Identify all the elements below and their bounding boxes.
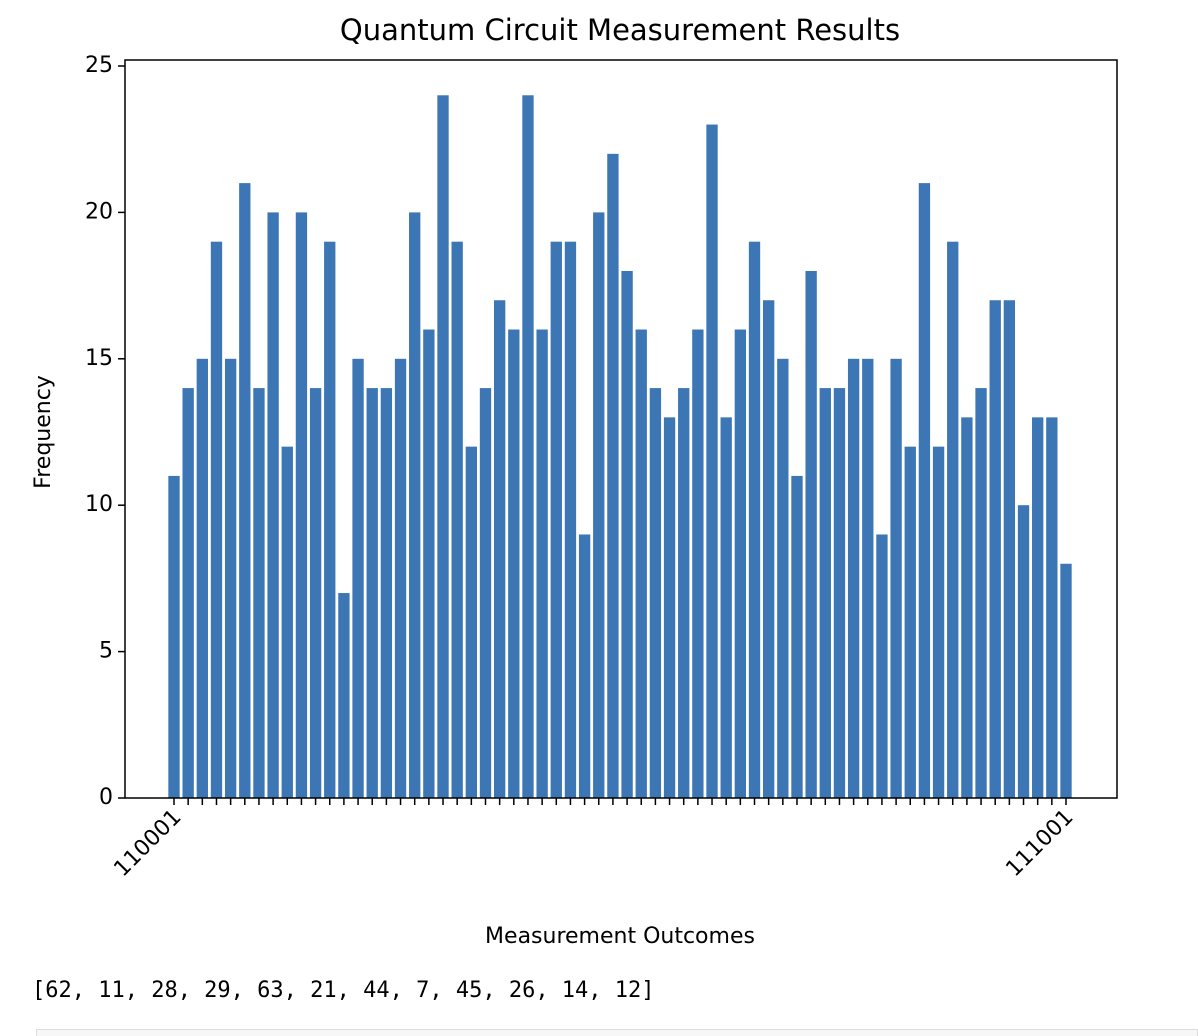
y-tick-label: 25 xyxy=(85,53,113,78)
bar xyxy=(975,388,987,798)
bar xyxy=(734,329,747,798)
bar xyxy=(805,270,817,799)
bar xyxy=(1046,417,1058,798)
bar xyxy=(904,446,916,798)
bar xyxy=(564,241,577,798)
y-tick-label: 20 xyxy=(85,199,113,224)
bar xyxy=(649,388,662,798)
next-cell[interactable] xyxy=(36,1029,1198,1036)
bar xyxy=(989,300,1001,798)
bar xyxy=(1060,563,1072,798)
bar xyxy=(168,475,180,798)
bar xyxy=(380,388,393,798)
bar xyxy=(508,329,520,798)
bar xyxy=(224,358,237,798)
bar xyxy=(423,329,435,798)
bar xyxy=(479,388,492,798)
chart: Quantum Circuit Measurement Results Meas… xyxy=(31,13,1118,949)
bar xyxy=(281,446,293,798)
bar xyxy=(621,270,633,799)
bar xyxy=(932,446,945,798)
bar xyxy=(196,358,208,798)
x-tick-label: 111001 xyxy=(1001,805,1078,882)
bar xyxy=(678,388,690,798)
bar xyxy=(748,241,761,798)
bar xyxy=(550,241,562,798)
bar xyxy=(706,124,718,798)
bar xyxy=(409,212,421,798)
bar xyxy=(635,329,647,798)
bar xyxy=(239,183,251,798)
bar xyxy=(493,300,506,798)
bar xyxy=(720,417,732,798)
chart-title: Quantum Circuit Measurement Results xyxy=(340,13,900,47)
bar xyxy=(437,95,449,798)
bar xyxy=(465,446,477,798)
bar xyxy=(536,329,548,798)
bar xyxy=(593,212,605,798)
bar xyxy=(182,388,194,798)
bar xyxy=(607,153,619,799)
bar xyxy=(578,534,591,798)
bar xyxy=(777,358,789,798)
y-tick-label: 5 xyxy=(99,639,113,664)
x-tick-label: 110001 xyxy=(109,805,186,882)
bar xyxy=(451,241,463,798)
bar xyxy=(1003,300,1016,798)
bar xyxy=(210,241,223,798)
bar xyxy=(309,388,322,798)
y-axis-label: Frequency xyxy=(31,375,56,489)
bar xyxy=(394,358,407,798)
bar xyxy=(324,241,336,798)
bar xyxy=(1032,417,1044,798)
bar xyxy=(338,593,350,798)
bar xyxy=(663,417,676,798)
y-tick-label: 10 xyxy=(85,492,113,517)
bar xyxy=(961,417,973,798)
bar xyxy=(522,95,534,798)
bar xyxy=(862,358,874,798)
bar xyxy=(833,388,846,798)
bar xyxy=(918,183,931,798)
bar xyxy=(295,212,308,798)
bar xyxy=(763,300,775,798)
bar xyxy=(352,358,364,798)
y-tick-label: 15 xyxy=(85,346,113,371)
plot-frame xyxy=(124,59,1118,799)
bar xyxy=(253,388,265,798)
bar xyxy=(876,534,888,798)
y-tick-label: 0 xyxy=(99,785,113,810)
bar xyxy=(366,388,378,798)
bar xyxy=(847,358,860,798)
x-axis-label: Measurement Outcomes xyxy=(485,924,755,949)
bar xyxy=(267,212,279,798)
bar xyxy=(947,241,959,798)
cell-output: [62, 11, 28, 29, 63, 21, 44, 7, 45, 26, … xyxy=(32,978,655,1003)
bar xyxy=(890,358,902,798)
bar xyxy=(692,329,704,798)
bar xyxy=(791,475,803,798)
bar xyxy=(1017,505,1030,798)
bar xyxy=(819,388,831,798)
